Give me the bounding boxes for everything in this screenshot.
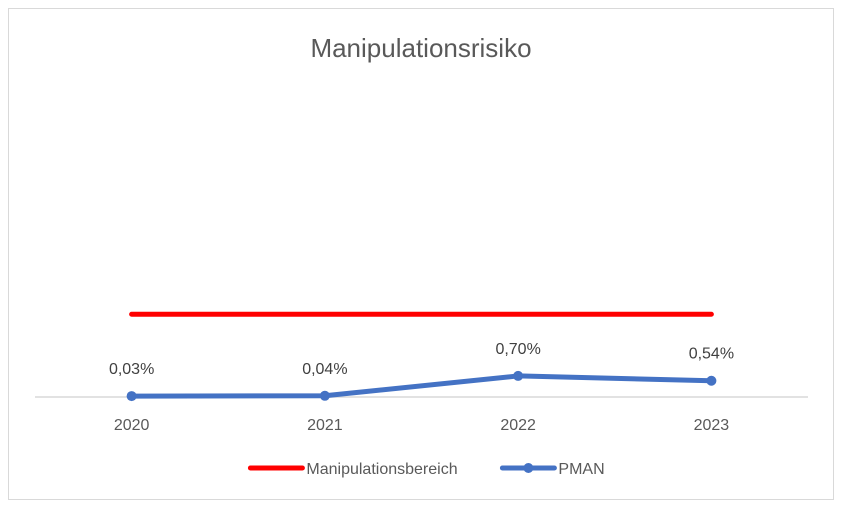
- series-layer: [126, 311, 717, 402]
- legend-label: Manipulationsbereich: [306, 461, 457, 478]
- x-axis-ticks: 2020 2021 2022 2023: [114, 417, 729, 434]
- data-label: 0,54%: [689, 346, 734, 363]
- legend: Manipulationsbereich PMAN: [247, 461, 605, 478]
- data-label: 0,03%: [109, 361, 154, 378]
- data-label: 0,04%: [302, 361, 347, 378]
- x-tick-label: 2022: [500, 417, 536, 434]
- data-label: 0,70%: [495, 341, 540, 358]
- data-point: [319, 390, 330, 401]
- data-point: [706, 375, 717, 386]
- series-line-1: [129, 373, 714, 399]
- x-tick-label: 2021: [307, 417, 343, 434]
- x-tick-label: 2023: [694, 417, 730, 434]
- data-point: [126, 391, 137, 402]
- x-tick-label: 2020: [114, 417, 150, 434]
- chart-area: [8, 8, 834, 500]
- data-labels: 0,03% 0,04% 0,70% 0,54%: [109, 341, 734, 378]
- chart-title: Manipulationsrisiko: [310, 33, 531, 63]
- data-point: [513, 370, 524, 381]
- legend-marker: [523, 463, 534, 473]
- legend-label: PMAN: [558, 461, 604, 478]
